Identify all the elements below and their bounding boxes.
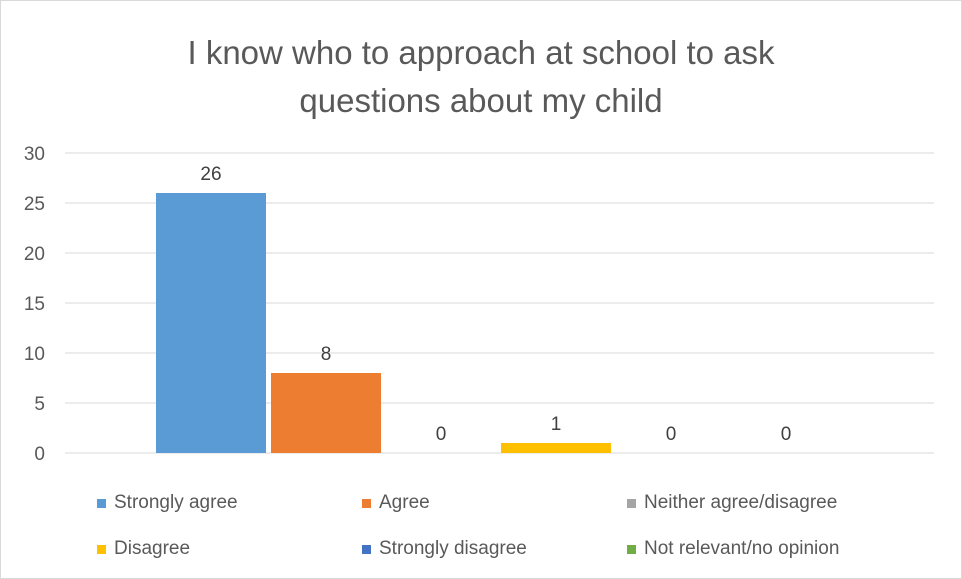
legend-label: Disagree [114, 538, 191, 559]
y-tick-label: 5 [34, 394, 45, 415]
chart-title-line-1: I know who to approach at school to ask [187, 34, 775, 71]
y-tick-label: 15 [24, 294, 45, 315]
legend-swatch [362, 498, 371, 508]
legend-item: Strongly disagree [362, 538, 527, 560]
y-tick-label: 10 [24, 344, 45, 365]
legend-item: Agree [362, 492, 430, 514]
legend-swatch [627, 498, 636, 508]
data-label: 26 [200, 164, 221, 185]
legend-label: Not relevant/no opinion [644, 538, 840, 559]
legend-label: Agree [379, 492, 430, 513]
bar-3 [501, 443, 611, 453]
legend-item: Neither agree/disagree [627, 492, 837, 514]
data-label: 1 [551, 414, 562, 435]
data-label: 0 [666, 424, 677, 445]
legend-swatch [97, 498, 106, 508]
chart-title-line-2: questions about my child [299, 82, 663, 119]
data-label: 0 [781, 424, 792, 445]
y-tick-label: 20 [24, 244, 45, 265]
legend-label: Strongly disagree [379, 538, 527, 559]
data-label: 0 [436, 424, 447, 445]
chart-title: I know who to approach at school to ask … [1, 29, 961, 125]
bar-1 [271, 373, 381, 453]
legend-label: Neither agree/disagree [644, 492, 838, 513]
legend-swatch [627, 544, 636, 554]
legend-swatch [362, 544, 371, 554]
y-tick-label: 30 [24, 144, 45, 165]
legend-item: Disagree [97, 538, 190, 560]
y-tick-label: 0 [34, 444, 45, 465]
legend-item: Strongly agree [97, 492, 238, 514]
legend-label: Strongly agree [114, 492, 238, 513]
legend-item: Not relevant/no opinion [627, 538, 839, 560]
legend-swatch [97, 544, 106, 554]
bar-0 [156, 193, 266, 453]
data-label: 8 [321, 344, 332, 365]
y-tick-label: 25 [24, 194, 45, 215]
